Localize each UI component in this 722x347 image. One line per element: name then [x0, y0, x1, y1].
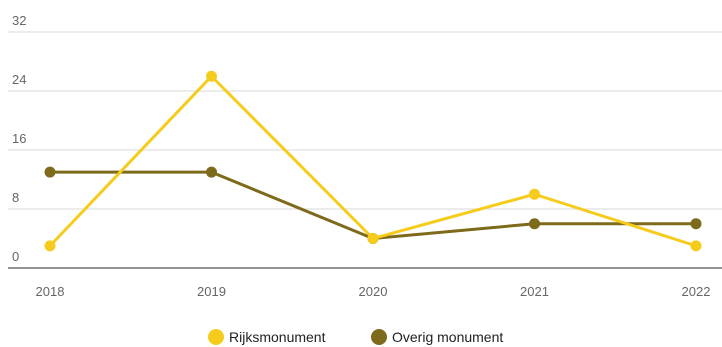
x-tick-label: 2020	[359, 284, 388, 299]
x-tick-label: 2018	[36, 284, 65, 299]
legend-item: Overig monument	[371, 329, 503, 345]
series-lines	[44, 70, 702, 252]
legend-label: Overig monument	[392, 329, 503, 345]
legend-item: Rijksmonument	[208, 329, 326, 345]
data-point	[367, 233, 379, 244]
y-tick-label: 24	[12, 72, 26, 87]
data-point	[44, 166, 56, 178]
data-point	[206, 70, 217, 82]
y-tick-label: 0	[12, 249, 19, 264]
legend-label: Rijksmonument	[229, 329, 326, 345]
data-point	[690, 218, 702, 230]
legend-swatch	[371, 329, 387, 345]
series-overig-monument	[44, 166, 702, 244]
legend-swatch	[208, 329, 224, 345]
legend: Rijksmonument Overig monument	[208, 329, 503, 345]
y-tick-label: 8	[12, 190, 19, 205]
data-point	[690, 240, 702, 252]
x-tick-label: 2021	[520, 284, 549, 299]
series-line	[48, 74, 697, 248]
x-tick-label: 2019	[197, 284, 226, 299]
series-line	[50, 170, 696, 240]
y-axis-ticks: 0 8 16 24 32	[12, 13, 26, 264]
gridlines	[8, 31, 722, 210]
y-tick-label: 16	[12, 131, 26, 146]
series-rijksmonument	[44, 70, 702, 252]
y-tick-label: 32	[12, 13, 26, 28]
data-point	[44, 240, 56, 252]
x-tick-label: 2022	[682, 284, 711, 299]
x-axis-ticks: 2018 2019 2020 2021 2022	[36, 284, 711, 299]
data-point	[529, 188, 540, 200]
data-point	[529, 218, 540, 230]
data-point	[206, 166, 217, 178]
